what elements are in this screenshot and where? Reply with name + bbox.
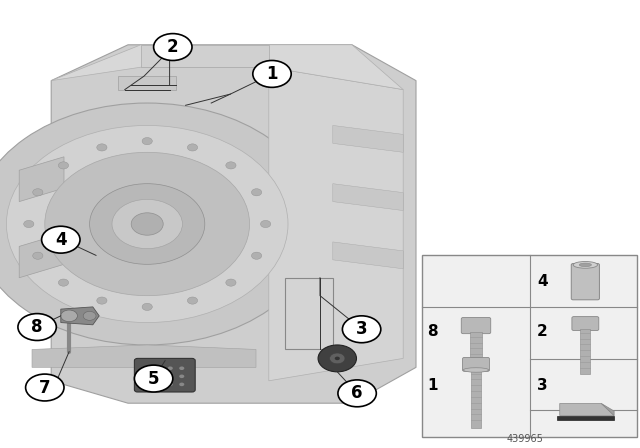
- Circle shape: [252, 252, 262, 259]
- FancyBboxPatch shape: [580, 329, 591, 374]
- Polygon shape: [19, 157, 64, 202]
- Text: 2: 2: [167, 38, 179, 56]
- Circle shape: [90, 184, 205, 264]
- Circle shape: [33, 252, 43, 259]
- Circle shape: [188, 144, 198, 151]
- Circle shape: [45, 152, 250, 296]
- FancyBboxPatch shape: [470, 332, 482, 357]
- Text: 2: 2: [537, 324, 548, 339]
- Circle shape: [97, 144, 107, 151]
- Circle shape: [168, 383, 173, 386]
- FancyBboxPatch shape: [463, 358, 490, 371]
- Ellipse shape: [579, 263, 591, 267]
- Circle shape: [318, 345, 356, 372]
- Polygon shape: [61, 307, 99, 325]
- Circle shape: [179, 366, 184, 370]
- Circle shape: [179, 383, 184, 386]
- Circle shape: [168, 375, 173, 378]
- Circle shape: [33, 189, 43, 196]
- FancyBboxPatch shape: [572, 263, 600, 300]
- Circle shape: [58, 279, 68, 286]
- Polygon shape: [32, 345, 256, 367]
- Polygon shape: [333, 242, 403, 269]
- Polygon shape: [333, 184, 403, 211]
- Text: 6: 6: [351, 384, 363, 402]
- Circle shape: [83, 311, 96, 320]
- Text: 4: 4: [55, 231, 67, 249]
- Polygon shape: [560, 404, 614, 416]
- Text: 3: 3: [537, 379, 547, 393]
- Polygon shape: [118, 76, 176, 90]
- FancyBboxPatch shape: [422, 255, 637, 437]
- Circle shape: [330, 353, 345, 364]
- Circle shape: [26, 374, 64, 401]
- Circle shape: [18, 314, 56, 340]
- Text: 3: 3: [356, 320, 367, 338]
- Text: 439965: 439965: [506, 434, 543, 444]
- FancyBboxPatch shape: [461, 318, 491, 334]
- Text: 1: 1: [266, 65, 278, 83]
- FancyBboxPatch shape: [471, 370, 481, 428]
- Circle shape: [342, 316, 381, 343]
- Text: 7: 7: [39, 379, 51, 396]
- Circle shape: [338, 380, 376, 407]
- Circle shape: [61, 310, 77, 322]
- Text: 8: 8: [31, 318, 43, 336]
- Circle shape: [6, 125, 288, 323]
- Circle shape: [58, 162, 68, 169]
- Circle shape: [97, 297, 107, 304]
- Polygon shape: [557, 416, 614, 420]
- Text: 5: 5: [148, 370, 159, 388]
- Circle shape: [156, 375, 161, 378]
- Circle shape: [253, 60, 291, 87]
- FancyBboxPatch shape: [572, 317, 599, 331]
- Circle shape: [188, 297, 198, 304]
- Circle shape: [145, 375, 150, 378]
- Ellipse shape: [463, 368, 489, 372]
- Polygon shape: [51, 45, 403, 90]
- Circle shape: [134, 365, 173, 392]
- Circle shape: [142, 303, 152, 310]
- Polygon shape: [51, 45, 416, 403]
- Polygon shape: [269, 67, 403, 381]
- Ellipse shape: [573, 262, 598, 268]
- Text: 1: 1: [428, 379, 438, 393]
- Circle shape: [260, 220, 271, 228]
- Circle shape: [0, 103, 320, 345]
- Circle shape: [142, 138, 152, 145]
- Circle shape: [179, 375, 184, 378]
- FancyBboxPatch shape: [134, 358, 195, 392]
- Polygon shape: [141, 45, 269, 67]
- Circle shape: [131, 213, 163, 235]
- Circle shape: [226, 162, 236, 169]
- Polygon shape: [333, 125, 403, 152]
- Circle shape: [145, 383, 150, 386]
- Text: 8: 8: [428, 324, 438, 339]
- Polygon shape: [602, 404, 614, 416]
- Circle shape: [226, 279, 236, 286]
- Circle shape: [252, 189, 262, 196]
- Circle shape: [42, 226, 80, 253]
- Circle shape: [24, 220, 34, 228]
- Text: 4: 4: [537, 274, 547, 289]
- Circle shape: [145, 366, 150, 370]
- Circle shape: [156, 383, 161, 386]
- Circle shape: [335, 357, 340, 360]
- Circle shape: [156, 366, 161, 370]
- Polygon shape: [19, 233, 64, 278]
- Circle shape: [154, 34, 192, 60]
- Circle shape: [112, 199, 182, 249]
- Circle shape: [168, 366, 173, 370]
